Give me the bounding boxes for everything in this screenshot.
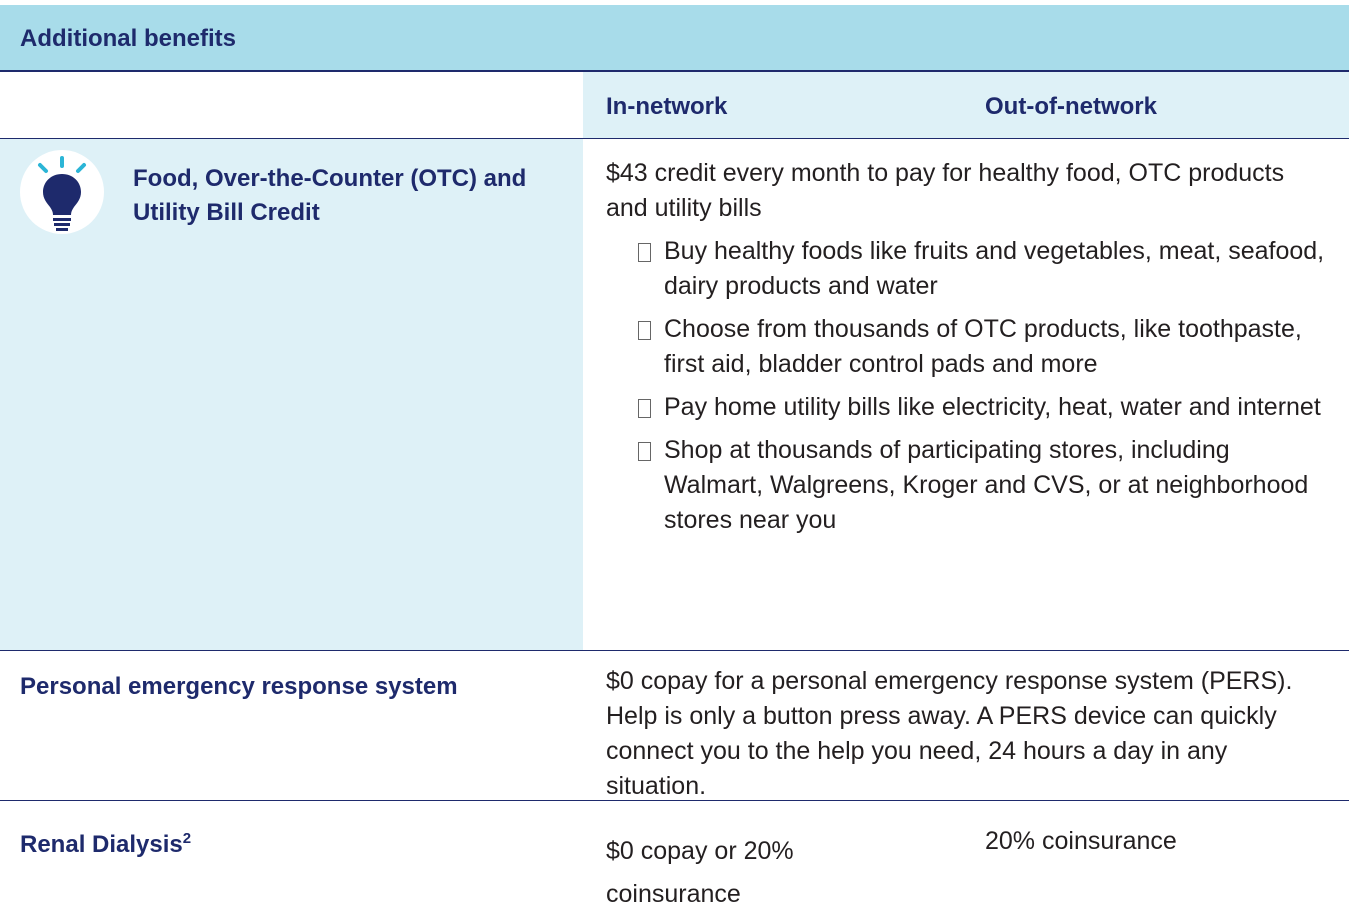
row-label: Renal Dialysis2 — [20, 822, 191, 862]
column-header: In-network — [606, 93, 728, 120]
bullet-glyph — [638, 321, 651, 340]
row-label: Personal emergency response system — [20, 673, 458, 700]
bullet-text: Shop at thousands of participating store… — [664, 436, 1309, 534]
row-label-bg — [0, 139, 583, 650]
label-text: Renal Dialysis — [20, 831, 183, 858]
divider — [0, 70, 1349, 72]
cell-text: 20% coinsurance — [985, 827, 1177, 855]
lightbulb-icon — [20, 150, 104, 234]
divider — [0, 138, 1349, 139]
cell-text: $0 copay or 20% coinsurance — [606, 837, 794, 908]
bullet-text: Buy healthy foods like fruits and vegeta… — [664, 237, 1325, 300]
column-header-bg — [583, 72, 1349, 138]
bullet-glyph — [638, 399, 651, 418]
bullet-text: Choose from thousands of OTC products, l… — [664, 315, 1302, 378]
footnote-mark: 2 — [182, 830, 192, 847]
divider — [0, 650, 1349, 651]
cell-text: $0 copay for a personal emergency respon… — [606, 667, 1293, 800]
bullet: Choose from thousands of OTC products, l… — [638, 312, 1326, 382]
divider — [0, 800, 1349, 801]
bullet-list: Buy healthy foods like fruits and vegeta… — [606, 234, 1326, 538]
bullet-glyph — [638, 243, 651, 262]
header-bar — [0, 5, 1349, 70]
bullet: Buy healthy foods like fruits and vegeta… — [638, 234, 1326, 304]
bullet-glyph — [638, 442, 651, 461]
bullet: Shop at thousands of participating store… — [638, 433, 1326, 538]
bullet: Pay home utility bills like electricity,… — [638, 390, 1326, 425]
cell: $43 credit every month to pay for health… — [606, 156, 1326, 538]
cell-text: $43 credit every month to pay for health… — [606, 159, 1285, 222]
header-title: Additional benefits — [20, 25, 236, 52]
row-label: Food, Over-the-Counter (OTC) and Utility… — [133, 165, 527, 226]
bullet-text: Pay home utility bills like electricity,… — [664, 393, 1321, 421]
column-header: Out-of-network — [985, 93, 1157, 120]
